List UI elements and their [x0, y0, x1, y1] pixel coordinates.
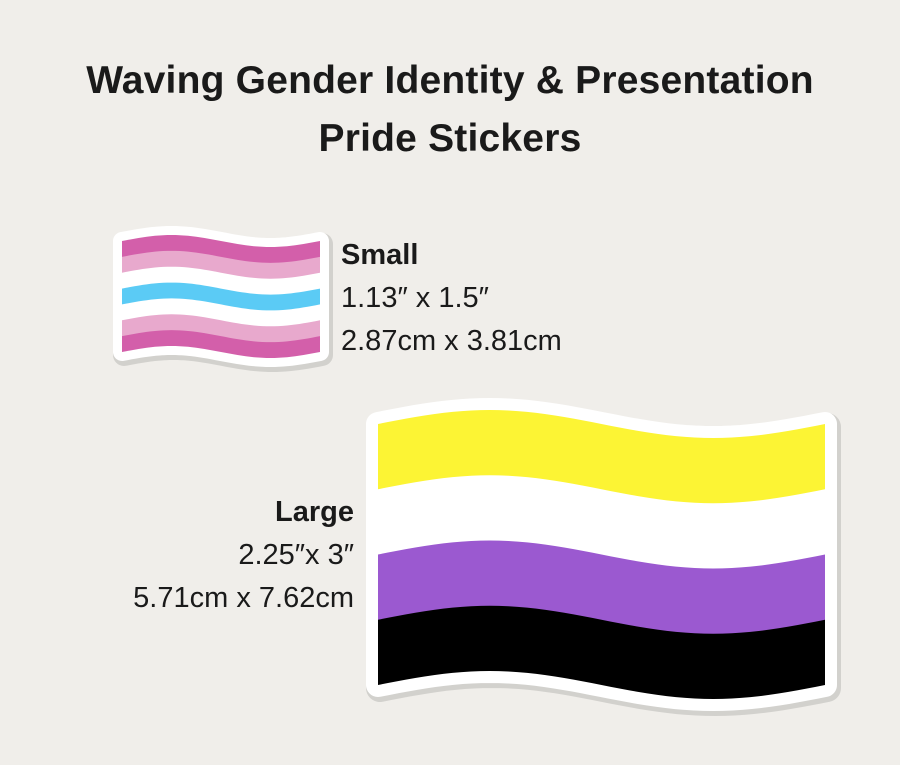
small-flag-stripe-1	[122, 235, 320, 264]
small-flag-stripe-6	[122, 314, 320, 343]
page-title: Waving Gender Identity & Presentation Pr…	[0, 52, 900, 168]
large-flag-stripe-1	[378, 410, 825, 504]
large-flag-stripe-2	[378, 475, 825, 570]
small-size-inches: 1.13″ x 1.5″	[341, 282, 489, 314]
large-size-inches: 2.25″x 3″	[238, 539, 354, 571]
large-label: Large	[275, 496, 354, 528]
small-size-info: Small 1.13″ x 1.5″ 2.87cm x 3.81cm	[341, 234, 562, 363]
title-line-1: Waving Gender Identity & Presentation	[86, 59, 814, 102]
small-flag-stripe-7	[122, 330, 320, 358]
small-flag-sticker	[113, 226, 333, 372]
large-flag-stripe-3	[378, 540, 825, 635]
large-flag-stripe-4	[378, 605, 825, 699]
large-flag-sticker	[366, 398, 841, 716]
large-size-info: Large 2.25″x 3″ 5.71cm x 7.62cm	[133, 491, 354, 620]
small-flag-stripe-5	[122, 298, 320, 327]
small-flag-stripe-2	[122, 250, 320, 280]
small-flag-stripe-3	[122, 266, 320, 296]
small-size-cm: 2.87cm x 3.81cm	[341, 325, 562, 357]
large-size-cm: 5.71cm x 7.62cm	[133, 582, 354, 614]
title-line-2: Pride Stickers	[318, 117, 582, 160]
small-label: Small	[341, 239, 419, 271]
small-flag-stripe-4	[122, 282, 320, 312]
